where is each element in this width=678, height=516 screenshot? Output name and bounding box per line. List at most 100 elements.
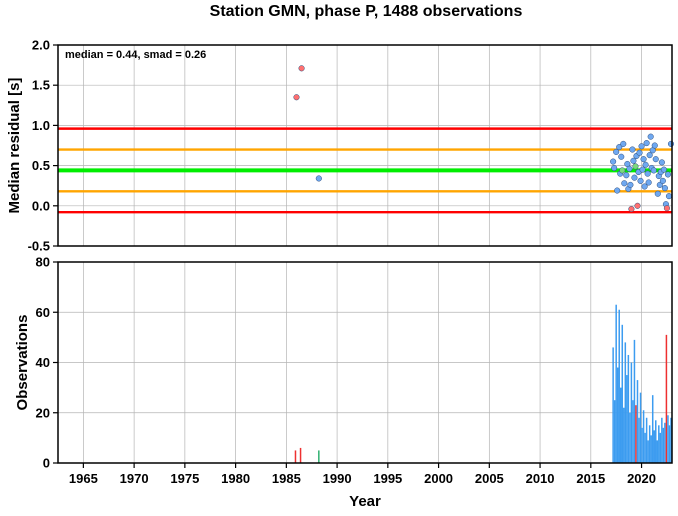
residual-point — [611, 164, 618, 172]
residual-point — [651, 142, 658, 149]
observation-bar — [651, 395, 654, 463]
residual-point — [641, 183, 648, 190]
year-x-tick-label: 1990 — [323, 471, 352, 486]
residual-point — [627, 181, 634, 188]
observation-bar — [658, 425, 660, 463]
chart-title: Station GMN, phase P, 1488 observations — [210, 3, 523, 20]
residual-point — [663, 205, 670, 212]
observation-bar — [632, 400, 634, 463]
observation-bar — [612, 347, 614, 463]
observation-bar — [630, 362, 633, 463]
observation-bar — [659, 432, 662, 463]
residual-point — [630, 157, 637, 164]
residual-point — [645, 179, 652, 186]
residual-point — [661, 185, 668, 192]
residual-point — [640, 156, 647, 163]
residual-point — [660, 166, 667, 173]
residual-y-tick-label: 1.0 — [32, 118, 50, 133]
observations-y-tick-label: 40 — [36, 355, 50, 370]
residual-plot-area — [58, 45, 672, 246]
year-x-tick-label: 2020 — [627, 471, 656, 486]
observation-bar — [618, 309, 620, 463]
residual-points — [293, 65, 675, 213]
observation-bar — [613, 400, 616, 463]
year-x-ticks: 1965 1970 1975 1980 1985 1990 1995 2000 2005 2010… — [69, 463, 656, 486]
residual-point — [636, 149, 643, 156]
observation-bar — [647, 440, 649, 463]
residual-y-tick-label: 0.0 — [32, 198, 50, 213]
observation-bar — [662, 427, 665, 463]
residual-point — [642, 161, 649, 168]
residual-y-ticks: -0.5 0.0 0.5 1.0 1.5 2.0 — [28, 38, 58, 254]
observations-panel: 0 20 40 60 80 1965 1970 1975 1980 1985 1990 1995 20… — [14, 255, 673, 510]
observation-bar — [636, 380, 639, 463]
residual-point — [634, 202, 641, 209]
observation-bar — [650, 435, 652, 463]
residual-y-tick-label: 0.5 — [32, 158, 50, 173]
residual-point — [621, 180, 628, 187]
residual-point — [623, 172, 630, 179]
observation-bar — [661, 417, 663, 463]
residual-point — [650, 167, 657, 174]
residual-point — [631, 174, 638, 181]
observation-bar — [633, 339, 636, 463]
stats-annotation: median = 0.44, smad = 0.26 — [65, 49, 206, 61]
residual-point — [626, 165, 633, 172]
residual-axes-frame — [57, 44, 673, 247]
observation-bar — [645, 417, 648, 463]
observation-bar — [635, 405, 637, 463]
observation-bar — [629, 412, 631, 463]
observation-bar — [665, 334, 668, 463]
observation-bar — [619, 387, 622, 463]
residual-point — [656, 181, 663, 188]
residual-point — [646, 152, 653, 159]
residual-point — [620, 140, 627, 147]
observation-bars — [294, 304, 672, 463]
residual-y-axis-label: Median residual [s] — [6, 78, 23, 214]
observation-bar — [653, 430, 655, 463]
residual-point — [639, 166, 646, 173]
residual-point — [614, 187, 621, 194]
observation-bar — [639, 392, 642, 463]
observation-bar — [638, 417, 640, 463]
residual-point — [643, 140, 650, 147]
observation-bar — [299, 447, 302, 463]
residual-point — [315, 175, 322, 182]
year-x-axis-label: Year — [349, 493, 381, 510]
observation-bar — [648, 425, 651, 463]
observation-bar — [623, 407, 625, 463]
observation-bar — [668, 425, 671, 463]
observation-bar — [627, 354, 630, 463]
residual-point — [654, 190, 661, 197]
residual-panel: -0.5 0.0 0.5 1.0 1.5 2.0 median = 0.44, smad … — [6, 38, 675, 254]
residual-point — [644, 170, 651, 177]
residual-point — [664, 171, 671, 178]
observations-y-axis-label: Observations — [14, 315, 31, 411]
observation-bar — [641, 427, 643, 463]
residual-point — [613, 148, 620, 155]
observation-bar — [667, 415, 669, 463]
observations-y-tick-label: 0 — [43, 456, 50, 471]
residual-point — [610, 158, 617, 165]
residual-y-tick-label: -0.5 — [28, 239, 50, 254]
observation-bar — [624, 342, 627, 463]
year-x-tick-label: 1980 — [221, 471, 250, 486]
observations-y-tick-label: 60 — [36, 305, 50, 320]
residual-point — [619, 167, 626, 174]
year-x-tick-label: 2000 — [424, 471, 453, 486]
residual-point — [659, 177, 666, 184]
year-x-tick-label: 1985 — [272, 471, 301, 486]
year-x-tick-label: 1995 — [373, 471, 402, 486]
year-x-tick-label: 1965 — [69, 471, 98, 486]
observation-bar — [655, 420, 657, 463]
residual-point — [647, 133, 654, 140]
residual-point — [293, 94, 300, 101]
residual-point — [665, 193, 673, 200]
observation-bar — [615, 304, 617, 463]
residual-point — [628, 205, 635, 213]
residual-point — [667, 140, 675, 147]
residual-point — [652, 156, 659, 163]
year-x-tick-label: 2015 — [576, 471, 605, 486]
observation-bar — [644, 432, 646, 463]
